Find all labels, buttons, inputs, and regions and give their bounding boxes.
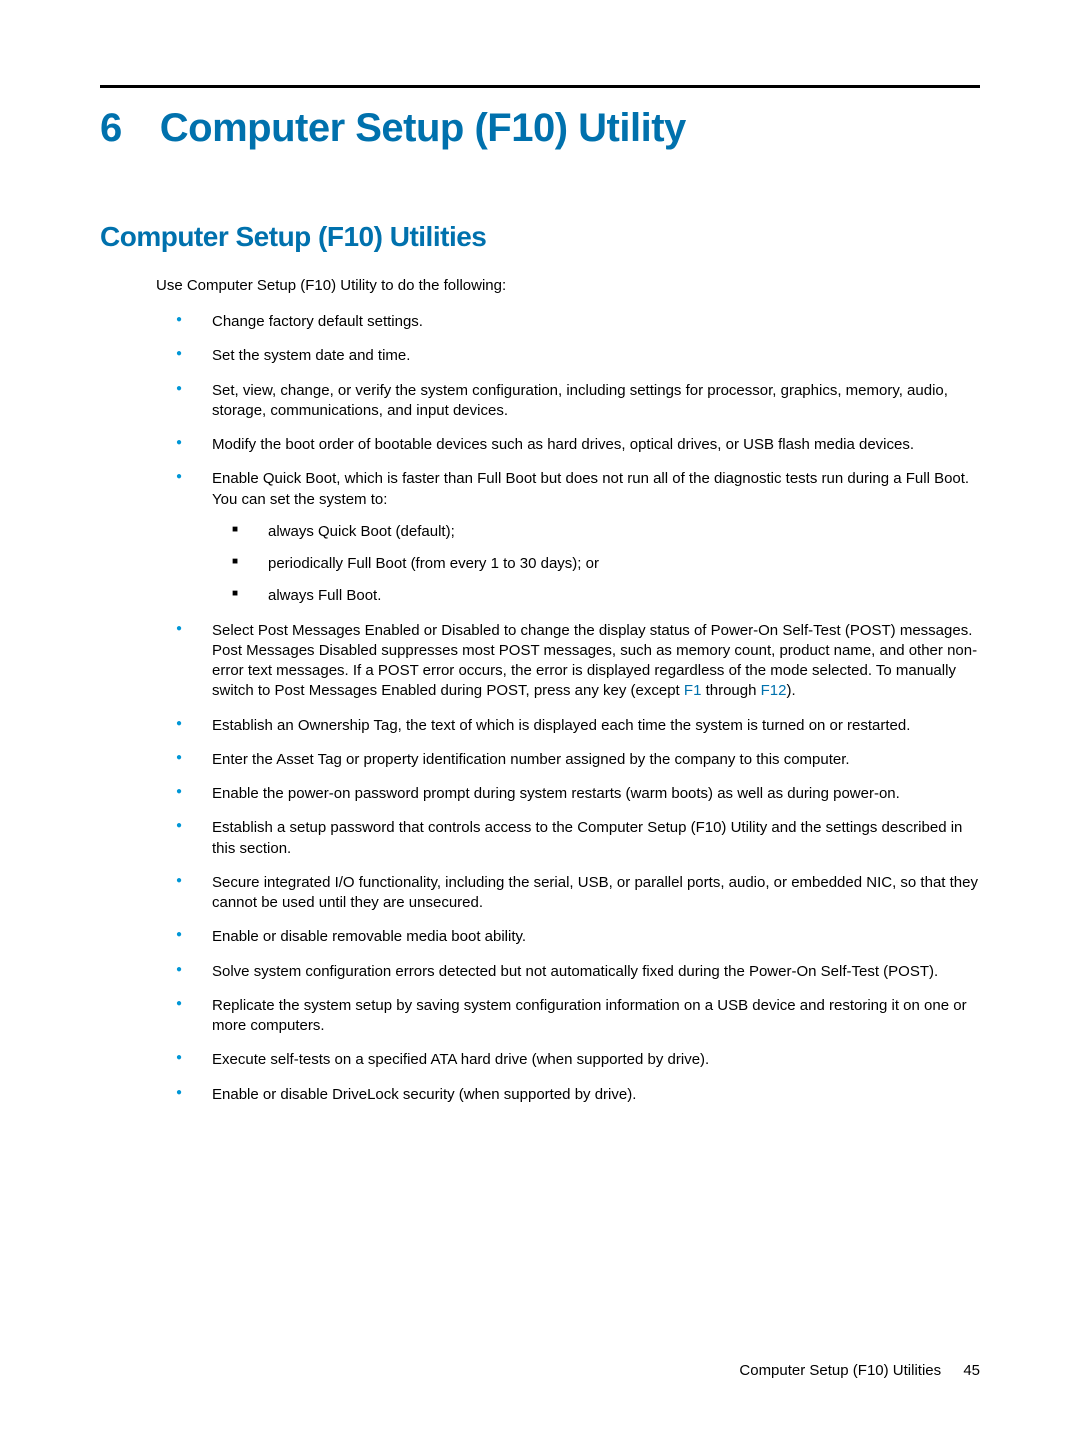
list-item: Establish an Ownership Tag, the text of …: [156, 716, 980, 736]
list-item: Secure integrated I/O functionality, inc…: [156, 873, 980, 914]
key-reference: F12: [761, 682, 787, 699]
list-item-text: Enable the power-on password prompt duri…: [212, 785, 900, 802]
list-item: Enable Quick Boot, which is faster than …: [156, 469, 980, 606]
list-item: Execute self-tests on a specified ATA ha…: [156, 1050, 980, 1070]
intro-paragraph: Use Computer Setup (F10) Utility to do t…: [156, 277, 980, 294]
list-item-text: Secure integrated I/O functionality, inc…: [212, 874, 978, 911]
list-item-text: Establish an Ownership Tag, the text of …: [212, 717, 910, 734]
sub-list-item: periodically Full Boot (from every 1 to …: [212, 554, 980, 574]
list-item-text: Change factory default settings.: [212, 313, 423, 330]
list-item: Establish a setup password that controls…: [156, 818, 980, 859]
sub-list-item-text: periodically Full Boot (from every 1 to …: [268, 555, 599, 572]
sub-list-item: always Quick Boot (default);: [212, 522, 980, 542]
list-item-text-pre: Select Post Messages Enabled or Disabled…: [212, 622, 977, 700]
sub-list-item-text: always Quick Boot (default);: [268, 523, 455, 540]
list-item: Solve system configuration errors detect…: [156, 962, 980, 982]
list-item-text: Enable or disable removable media boot a…: [212, 928, 526, 945]
list-item: Select Post Messages Enabled or Disabled…: [156, 621, 980, 702]
page-number: 45: [963, 1362, 980, 1379]
list-item-text: Set, view, change, or verify the system …: [212, 382, 948, 419]
document-page: 6 Computer Setup (F10) Utility Computer …: [0, 0, 1080, 1437]
sub-list-item-text: always Full Boot.: [268, 587, 381, 604]
chapter-heading: 6 Computer Setup (F10) Utility: [100, 106, 980, 151]
list-item: Change factory default settings.: [156, 312, 980, 332]
list-item: Set the system date and time.: [156, 346, 980, 366]
bullet-list: Change factory default settings. Set the…: [156, 312, 980, 1105]
list-item-text: Establish a setup password that controls…: [212, 819, 962, 856]
list-item-text: Enable or disable DriveLock security (wh…: [212, 1086, 636, 1103]
list-item: Set, view, change, or verify the system …: [156, 381, 980, 422]
list-item: Enable or disable removable media boot a…: [156, 927, 980, 947]
key-reference: F1: [684, 682, 702, 699]
sub-list-item: always Full Boot.: [212, 586, 980, 606]
list-item-text: Replicate the system setup by saving sys…: [212, 997, 967, 1034]
list-item: Replicate the system setup by saving sys…: [156, 996, 980, 1037]
list-item: Enable the power-on password prompt duri…: [156, 784, 980, 804]
list-item-text: Execute self-tests on a specified ATA ha…: [212, 1051, 709, 1068]
list-item-text: Enter the Asset Tag or property identifi…: [212, 751, 850, 768]
section-title: Computer Setup (F10) Utilities: [100, 221, 980, 253]
sub-list: always Quick Boot (default); periodicall…: [212, 522, 980, 607]
list-item-text-mid: through: [701, 682, 760, 699]
chapter-title: Computer Setup (F10) Utility: [160, 106, 686, 151]
footer-label: Computer Setup (F10) Utilities: [739, 1362, 941, 1379]
list-item: Enter the Asset Tag or property identifi…: [156, 750, 980, 770]
list-item-text: Enable Quick Boot, which is faster than …: [212, 470, 969, 507]
list-item-text: Set the system date and time.: [212, 347, 410, 364]
list-item-text: Modify the boot order of bootable device…: [212, 436, 914, 453]
list-item: Enable or disable DriveLock security (wh…: [156, 1085, 980, 1105]
list-item-text-post: ).: [787, 682, 796, 699]
chapter-number: 6: [100, 106, 122, 151]
page-footer: Computer Setup (F10) Utilities 45: [739, 1362, 980, 1379]
top-rule: [100, 85, 980, 88]
list-item: Modify the boot order of bootable device…: [156, 435, 980, 455]
list-item-text: Solve system configuration errors detect…: [212, 963, 938, 980]
